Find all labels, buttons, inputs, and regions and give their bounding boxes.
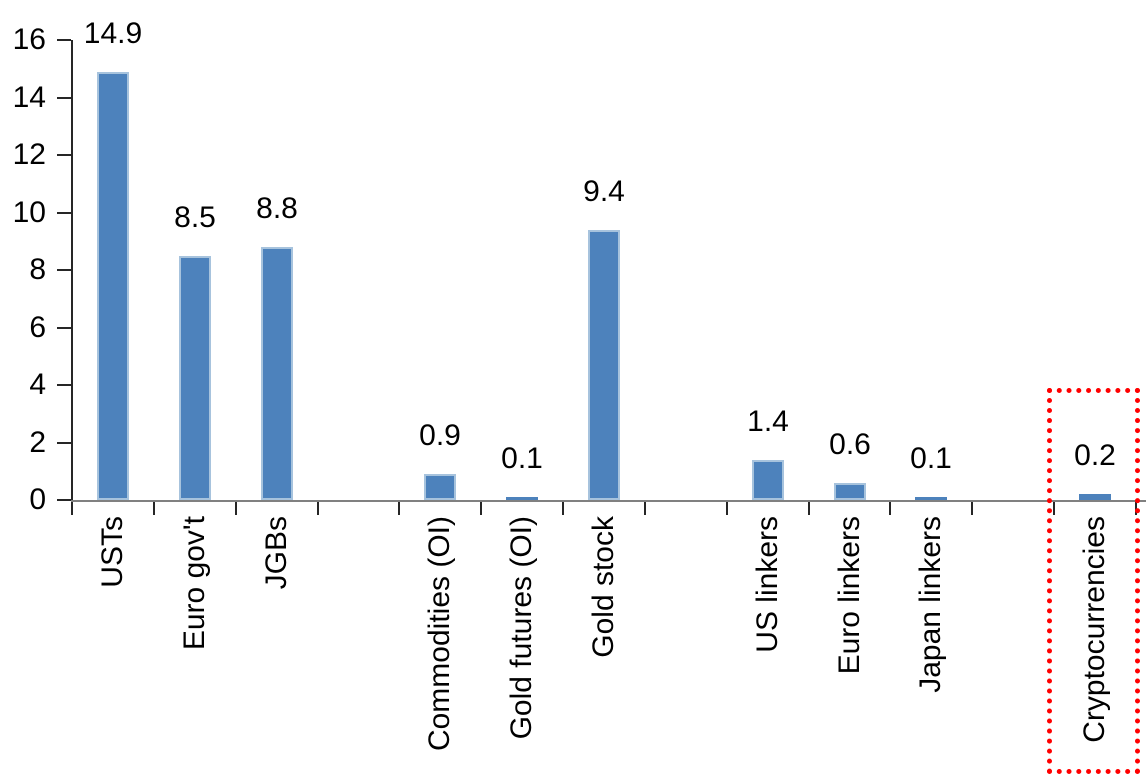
x-axis-tick: [398, 502, 400, 515]
x-axis-tick: [808, 502, 810, 515]
x-axis-category-label: USTs: [96, 516, 129, 588]
x-axis-tick: [235, 502, 237, 515]
x-axis-category-label: Euro gov't: [178, 516, 211, 651]
x-axis-category-label: US linkers: [751, 516, 784, 653]
bar-value-label: 1.4: [747, 405, 789, 438]
x-axis-tick: [480, 502, 482, 515]
x-axis-category-label: Gold futures (OI): [505, 516, 538, 740]
x-axis-tick: [317, 502, 319, 515]
x-axis-tick: [644, 502, 646, 515]
y-axis-tick: [57, 97, 71, 99]
bar-value-label: 0.9: [419, 419, 461, 452]
y-axis-tick-label: 2: [29, 426, 46, 459]
x-axis-category-label: Japan linkers: [914, 516, 947, 693]
bar-value-label: 14.9: [83, 17, 143, 50]
y-axis-tick: [57, 154, 71, 156]
highlight-box: [1047, 388, 1140, 774]
bar-gold-futures-oi: [506, 497, 538, 500]
bar-euro-linkers: [834, 483, 866, 500]
y-axis-tick-label: 4: [29, 368, 46, 401]
y-axis-tick-label: 14: [12, 81, 46, 114]
y-axis-tick-label: 6: [29, 311, 46, 344]
y-axis-tick: [57, 212, 71, 214]
bar-value-label: 9.4: [583, 175, 625, 208]
bar-usts: [97, 72, 129, 500]
y-axis-tick: [57, 269, 71, 271]
bar-commodities-oi: [424, 474, 456, 500]
x-axis-tick: [562, 502, 564, 515]
y-axis-tick: [57, 384, 71, 386]
x-axis-tick: [726, 502, 728, 515]
x-axis-category-label: Commodities (OI): [423, 516, 456, 752]
x-axis-category-label: Euro linkers: [833, 516, 866, 675]
y-axis-tick-label: 8: [29, 253, 46, 286]
bar-japan-linkers: [915, 497, 947, 500]
bar-cryptocurrencies: [1079, 494, 1111, 500]
x-axis-tick: [889, 502, 891, 515]
bar-euro-gov-t: [179, 256, 211, 500]
y-axis-tick: [57, 39, 71, 41]
x-axis-tick: [1053, 502, 1055, 515]
bar-jgbs: [261, 247, 293, 500]
bar-value-label: 0.1: [910, 442, 952, 475]
bar-value-label: 0.2: [1074, 439, 1116, 472]
y-axis-tick-label: 16: [12, 23, 46, 56]
y-axis-tick: [57, 327, 71, 329]
y-axis-tick-label: 10: [12, 196, 46, 229]
x-axis-tick: [71, 502, 73, 515]
bar-value-label: 8.5: [174, 201, 216, 234]
y-axis-tick-label: 0: [29, 483, 46, 516]
x-axis-line: [71, 500, 1146, 502]
bar-value-label: 0.1: [501, 442, 543, 475]
bar-value-label: 0.6: [829, 428, 871, 461]
bar-us-linkers: [752, 460, 784, 500]
y-axis-tick-label: 12: [12, 138, 46, 171]
x-axis-category-label: JGBs: [260, 516, 293, 590]
x-axis-category-label: Gold stock: [587, 516, 620, 658]
bar-gold-stock: [588, 230, 620, 500]
y-axis-tick: [57, 499, 71, 501]
x-axis-tick: [971, 502, 973, 515]
y-axis-line: [71, 40, 73, 502]
y-axis-tick: [57, 442, 71, 444]
x-axis-tick: [153, 502, 155, 515]
bar-value-label: 8.8: [256, 192, 298, 225]
